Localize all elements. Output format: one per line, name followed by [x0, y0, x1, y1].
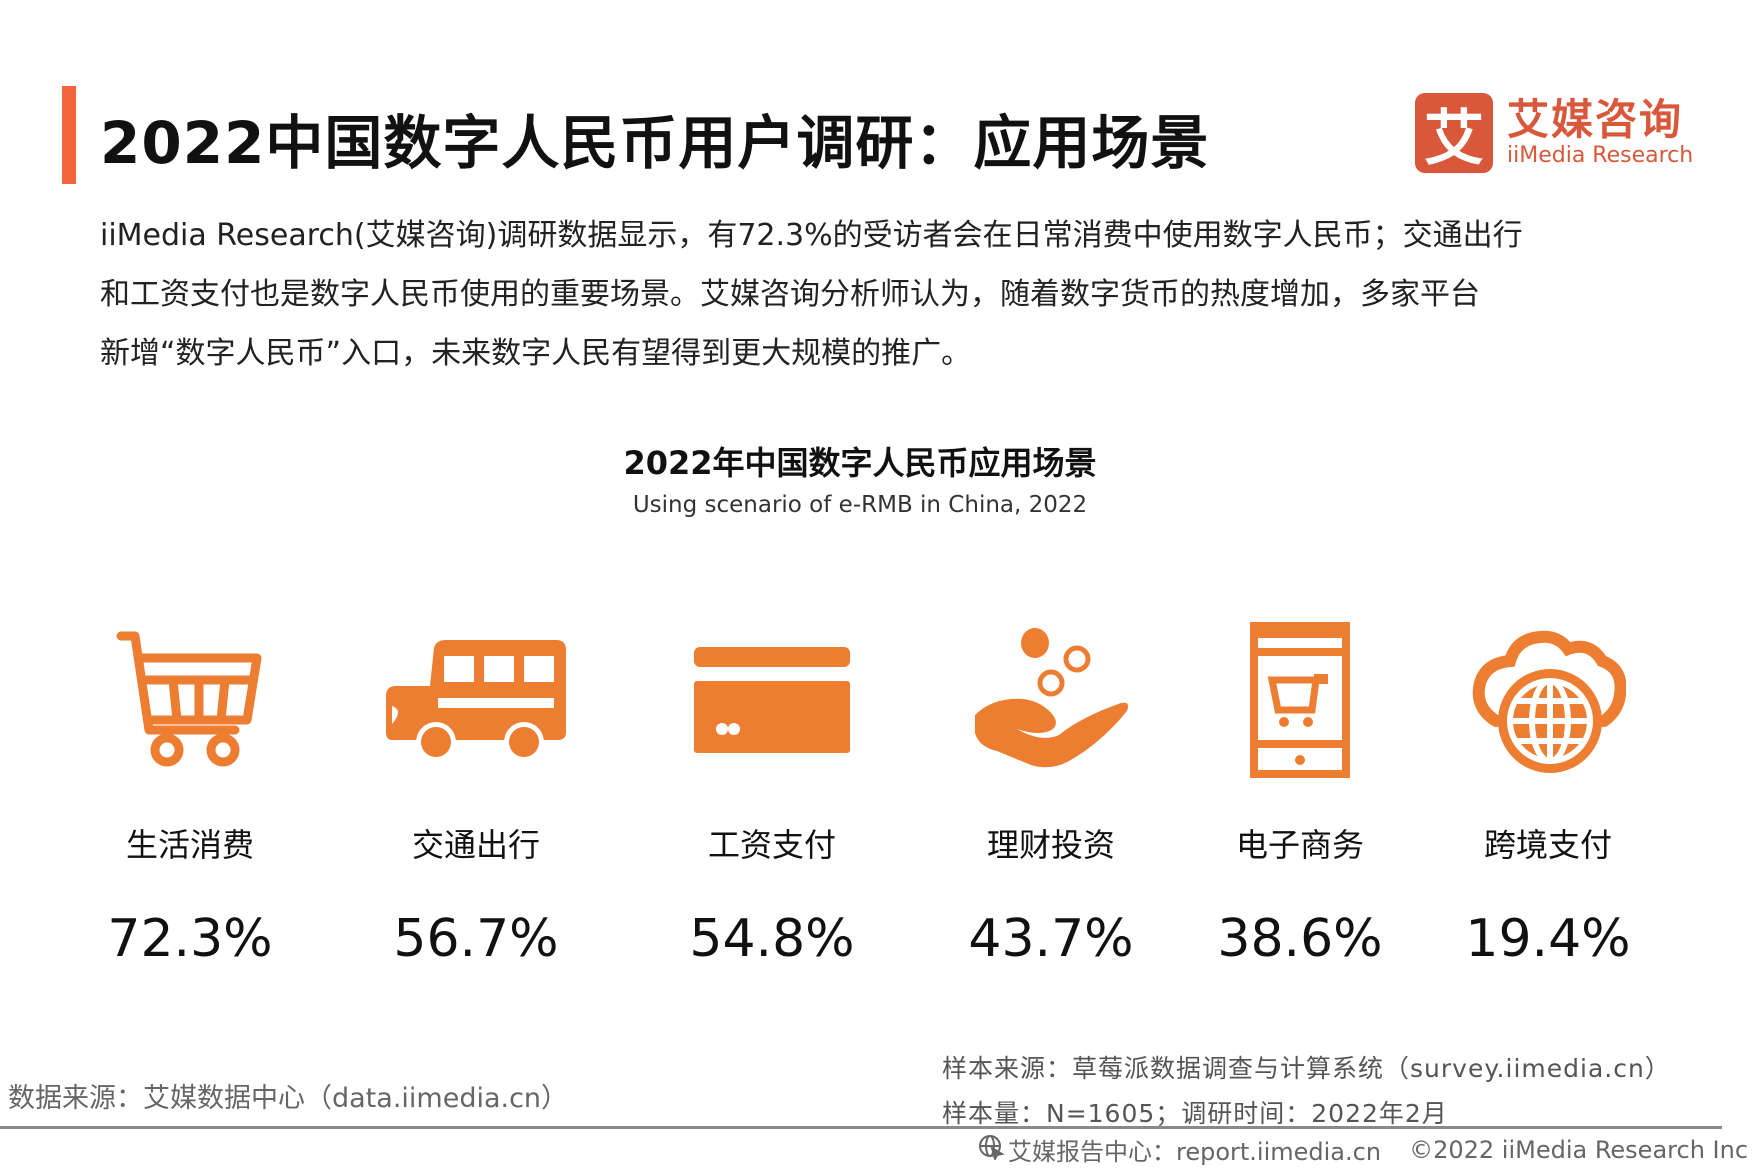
globe-cursor-icon [978, 1134, 1005, 1166]
chart-title: 2022年中国数字人民币应用场景 [623, 444, 1097, 482]
scenario-value: 72.3% [107, 909, 273, 969]
iimedia-logo: 艾 艾媒咨询 iiMedia Research [1415, 92, 1693, 174]
credit-card-icon [652, 615, 892, 785]
sample-source: 样本来源：草莓派数据调查与计算系统（survey.iimedia.cn） [942, 1054, 1671, 1083]
hand-coins-icon [931, 615, 1171, 785]
intro-line-2: 和工资支付也是数字人民币使用的重要场景。艾媒咨询分析师认为，随着数字货币的热度增… [100, 277, 1480, 312]
scenario-label: 交通出行 [411, 826, 540, 864]
footer-divider [0, 1126, 1722, 1129]
title-accent-bar [62, 86, 76, 184]
logo-name-en: iiMedia Research [1507, 143, 1694, 168]
scenario-label: 理财投资 [986, 826, 1115, 864]
scenario-label: 工资支付 [707, 826, 836, 864]
scenario-label: 生活消费 [125, 826, 254, 864]
scenario-value: 38.6% [1217, 909, 1383, 969]
scenario-value: 43.7% [968, 909, 1134, 969]
scenario-item: 生活消费 72.3% [70, 615, 310, 969]
scenario-item: 工资支付 54.8% [652, 615, 892, 969]
report-center-link[interactable]: 艾媒报告中心：report.iimedia.cn [1008, 1138, 1382, 1166]
intro-line-3: 新增“数字人民币”入口，未来数字人民有望得到更大规模的推广。 [100, 336, 972, 371]
phone-cart-icon [1180, 615, 1420, 785]
intro-paragraph: iiMedia Research(艾媒咨询)调研数据显示，有72.3%的受访者会… [100, 206, 1660, 383]
footer-bar: 艾媒报告中心：report.iimedia.cn ©2022 iiMedia R… [978, 1132, 1748, 1167]
copyright: ©2022 iiMedia Research Inc [1409, 1135, 1749, 1164]
sample-info: 样本来源：草莓派数据调查与计算系统（survey.iimedia.cn） 样本量… [942, 1046, 1671, 1136]
chart-subtitle: Using scenario of e-RMB in China, 2022 [632, 492, 1088, 518]
page-title: 2022中国数字人民币用户调研：应用场景 [100, 109, 1210, 177]
scenario-item: 跨境支付 19.4% [1428, 615, 1668, 969]
logo-mark-icon: 艾 [1415, 93, 1493, 174]
logo-name-cn: 艾媒咨询 [1507, 95, 1684, 144]
scenario-item: 理财投资 43.7% [931, 615, 1171, 969]
shopping-cart-icon [70, 615, 310, 785]
scenario-value: 56.7% [393, 909, 559, 969]
sample-size: 样本量：N=1605；调研时间：2022年2月 [942, 1099, 1448, 1128]
scenario-item: 电子商务 38.6% [1180, 615, 1420, 969]
scenario-value: 54.8% [689, 909, 855, 969]
bus-icon [356, 615, 596, 785]
scenario-value: 19.4% [1465, 909, 1631, 969]
data-source: 数据来源：艾媒数据中心（data.iimedia.cn） [8, 1083, 569, 1114]
scenario-label: 跨境支付 [1483, 826, 1612, 864]
cloud-globe-icon [1428, 615, 1668, 785]
intro-line-1: iiMedia Research(艾媒咨询)调研数据显示，有72.3%的受访者会… [100, 218, 1523, 253]
scenario-item: 交通出行 56.7% [356, 615, 596, 969]
scenario-label: 电子商务 [1235, 826, 1364, 864]
